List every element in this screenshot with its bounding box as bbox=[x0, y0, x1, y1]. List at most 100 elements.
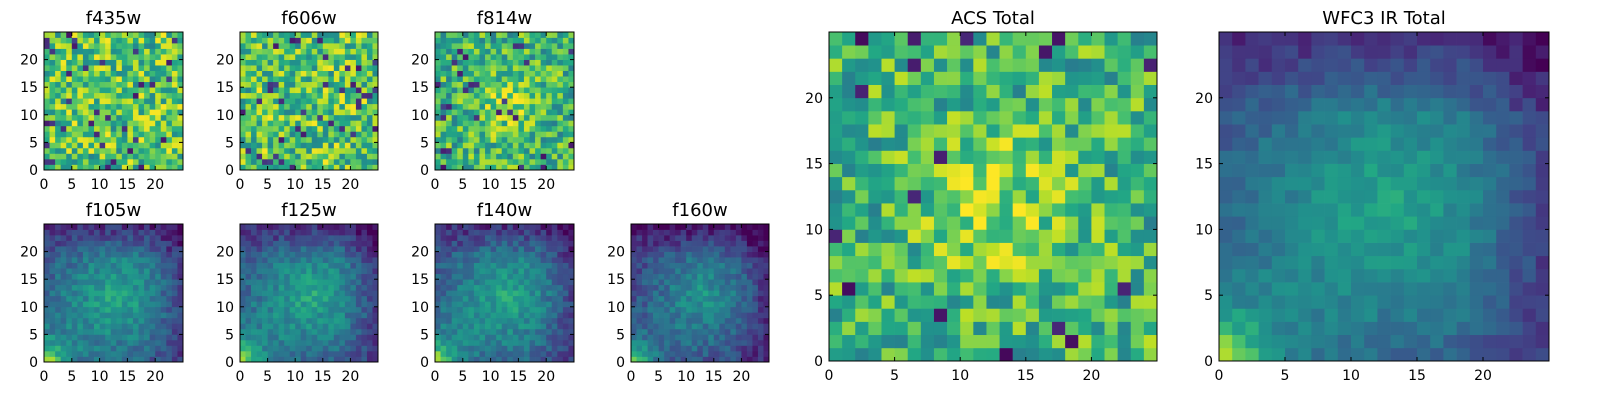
heatmap-cell bbox=[496, 142, 503, 149]
heatmap-cell bbox=[741, 328, 748, 335]
heatmap-cell bbox=[501, 235, 508, 241]
heatmap-cell bbox=[496, 158, 503, 165]
heatmap-cell bbox=[240, 334, 246, 341]
heatmap-cell bbox=[71, 268, 78, 275]
heatmap-cell bbox=[273, 312, 279, 319]
heatmap-cell bbox=[518, 125, 525, 132]
heatmap-cell bbox=[350, 257, 357, 263]
heatmap-cell bbox=[328, 317, 335, 324]
heatmap-cell bbox=[333, 125, 340, 132]
heatmap-cell bbox=[311, 257, 318, 263]
heatmap-cell bbox=[546, 356, 553, 363]
heatmap-cell bbox=[289, 70, 296, 77]
heatmap-cell bbox=[686, 279, 693, 286]
heatmap-cell bbox=[251, 153, 257, 160]
heatmap-cell bbox=[44, 246, 50, 252]
heatmap-cell bbox=[551, 131, 558, 138]
heatmap-cell bbox=[77, 136, 84, 143]
heatmap-cell bbox=[435, 98, 441, 105]
heatmap-cell bbox=[462, 279, 469, 286]
heatmap-cell bbox=[339, 125, 346, 132]
heatmap-cell bbox=[328, 246, 335, 252]
heatmap-cell bbox=[155, 109, 162, 116]
heatmap-cell bbox=[741, 257, 748, 263]
heatmap-cell bbox=[675, 229, 682, 236]
heatmap-cell bbox=[479, 295, 486, 302]
heatmap-cell bbox=[132, 153, 139, 160]
heatmap-cell bbox=[262, 70, 268, 77]
heatmap-cell bbox=[44, 312, 50, 319]
heatmap-cell bbox=[300, 224, 307, 230]
heatmap-cell bbox=[317, 306, 324, 313]
heatmap-cell bbox=[1052, 163, 1066, 178]
heatmap-cell bbox=[642, 268, 648, 275]
heatmap-cell bbox=[344, 153, 351, 160]
heatmap-cell bbox=[451, 131, 458, 138]
heatmap-cell bbox=[757, 224, 764, 230]
heatmap-cell bbox=[933, 203, 948, 217]
heatmap-cell bbox=[110, 279, 117, 286]
heatmap-cell bbox=[894, 216, 909, 230]
heatmap-cell bbox=[680, 240, 687, 247]
heatmap-cell bbox=[99, 81, 106, 88]
heatmap-cell bbox=[512, 125, 519, 132]
heatmap-cell bbox=[262, 76, 268, 83]
heatmap-cell bbox=[446, 257, 453, 263]
heatmap-cell bbox=[116, 339, 123, 346]
heatmap-cell bbox=[245, 120, 252, 127]
heatmap-cell bbox=[546, 76, 553, 83]
heatmap-cell bbox=[66, 350, 73, 357]
heatmap-cell bbox=[311, 147, 318, 154]
heatmap-cell bbox=[568, 301, 575, 308]
heatmap-cell bbox=[105, 37, 112, 44]
x-tick-label: 5 bbox=[458, 177, 467, 193]
heatmap-cell bbox=[512, 76, 519, 83]
heatmap-cell bbox=[82, 246, 89, 252]
heatmap-cell bbox=[540, 76, 547, 83]
heatmap-cell bbox=[518, 268, 525, 275]
heatmap-cell bbox=[77, 334, 84, 341]
heatmap-cell bbox=[947, 176, 961, 191]
heatmap-cell bbox=[658, 339, 665, 346]
heatmap-cell bbox=[713, 323, 720, 330]
heatmap-cell bbox=[1130, 295, 1145, 309]
heatmap-cell bbox=[658, 251, 665, 258]
heatmap-cell bbox=[719, 251, 726, 258]
heatmap-cell bbox=[49, 246, 56, 252]
heatmap-cell bbox=[138, 284, 145, 291]
heatmap-cell bbox=[256, 65, 263, 71]
heatmap-cell bbox=[372, 312, 379, 319]
heatmap-cell bbox=[763, 273, 770, 280]
heatmap-cell bbox=[121, 284, 128, 291]
heatmap-cell bbox=[730, 224, 737, 230]
heatmap-cell bbox=[730, 356, 737, 363]
heatmap-cell bbox=[121, 92, 128, 99]
heatmap-cell bbox=[333, 65, 340, 71]
heatmap-cell bbox=[686, 328, 693, 335]
heatmap-cell bbox=[490, 257, 497, 263]
heatmap-cell bbox=[973, 176, 987, 191]
heatmap-cell bbox=[144, 153, 150, 160]
heatmap-cell bbox=[94, 70, 100, 77]
y-tick-label: 0 bbox=[29, 355, 38, 371]
axes-frame bbox=[43, 223, 184, 363]
heatmap-cell bbox=[535, 37, 541, 44]
heatmap-cell bbox=[490, 334, 497, 341]
heatmap-cell bbox=[507, 70, 514, 77]
heatmap-cell bbox=[724, 268, 731, 275]
heatmap-cell bbox=[77, 317, 84, 324]
heatmap-cell bbox=[529, 59, 536, 66]
heatmap-cell bbox=[166, 240, 173, 247]
heatmap-cell bbox=[468, 32, 475, 38]
x-tick-label: 10 bbox=[91, 369, 109, 385]
heatmap-cell bbox=[328, 54, 335, 60]
heatmap-cell bbox=[669, 328, 676, 335]
heatmap-cell bbox=[763, 356, 770, 363]
heatmap-cell bbox=[675, 356, 682, 363]
heatmap-cell bbox=[462, 98, 469, 105]
heatmap-cell bbox=[490, 120, 497, 127]
heatmap-cell bbox=[457, 350, 464, 357]
heatmap-cell bbox=[457, 48, 464, 55]
heatmap-cell bbox=[284, 284, 291, 291]
heatmap-cell bbox=[540, 356, 547, 363]
